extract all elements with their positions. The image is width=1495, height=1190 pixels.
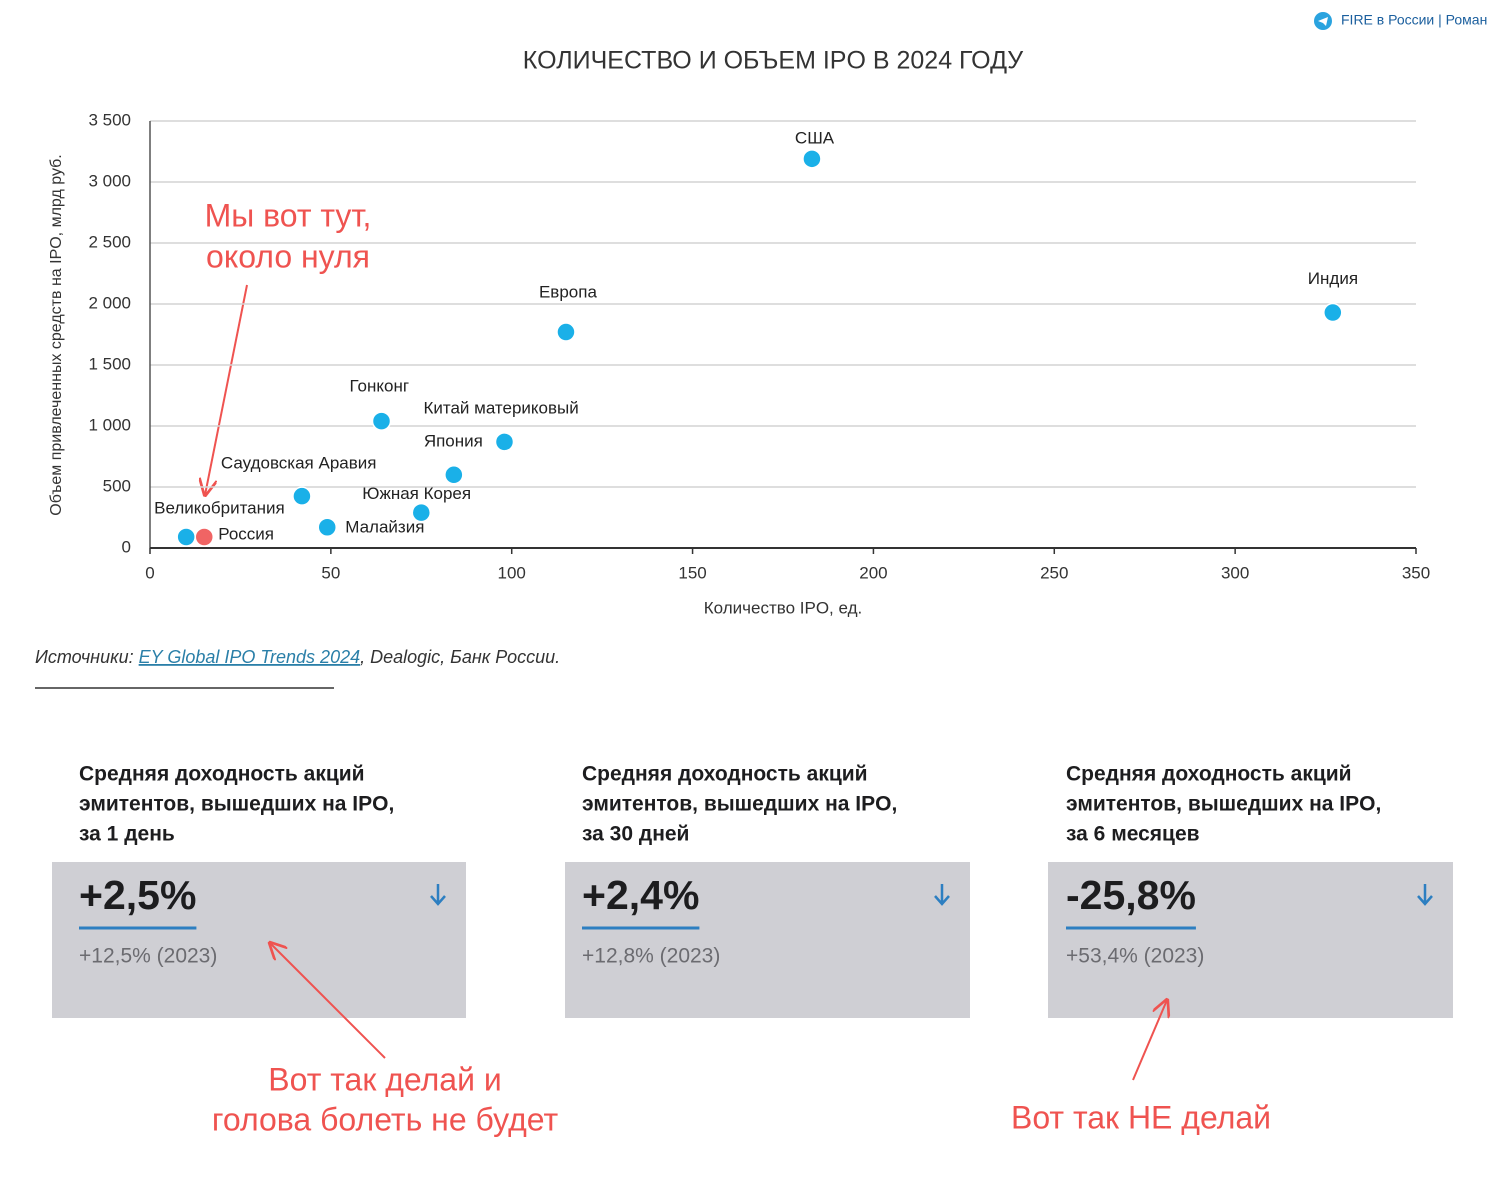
card-value: +2,5% [79,872,196,918]
card-title: за 1 день [79,823,175,846]
card-previous: +12,8% (2023) [582,945,720,968]
point [802,149,822,169]
point [556,322,576,342]
point [411,502,432,523]
annotation-text: Мы вот тут, [205,197,372,233]
y-tick-label: 500 [103,476,131,495]
y-tick-label: 2 500 [88,232,131,251]
y-tick-label: 3 500 [88,110,131,129]
x-tick-label: 100 [498,563,526,582]
x-tick-label: 50 [321,563,340,582]
point-label: Китай материковый [423,398,578,417]
annotation-text: около нуля [206,238,370,274]
card-title: эмитентов, вышедших на IPO, [79,793,394,816]
card-title: за 30 дней [582,823,689,846]
point [444,465,464,485]
source-prefix: Источники: [35,647,134,667]
y-tick-label: 1 000 [88,415,131,434]
point-label: Южная Корея [362,484,471,503]
card-title: Средняя доходность акций [582,763,868,786]
card-value: +2,4% [582,872,699,918]
point [194,527,215,547]
y-tick-label: 3 000 [88,171,131,190]
annotation-arrow [1132,1000,1167,1081]
point-label: Малайзия [345,518,424,537]
card-box [565,862,970,1018]
card-title: Средняя доходность акций [1066,763,1352,786]
point-label: США [795,128,835,147]
y-tick-label: 0 [122,537,131,556]
card-box [52,862,466,1018]
card-title: эмитентов, вышедших на IPO, [1066,793,1381,816]
toggle-arrow [934,884,950,906]
annotation-arrow [270,943,386,1059]
cards: Средняя доходность акций эмитентов, вышед… [52,763,1453,1018]
card-box [1048,862,1453,1018]
source-rest: , Dealogic, Банк России. [360,647,560,667]
x-tick-label: 150 [678,563,706,582]
y-tick-label: 2 000 [88,293,131,312]
point-label: Великобритания [154,499,285,518]
card-title: Средняя доходность акций [79,763,365,786]
point [371,411,392,431]
chart-title: КОЛИЧЕСТВО И ОБЪЕМ IPO В 2024 ГОДУ [523,47,1023,75]
card-value: -25,8% [1066,872,1196,918]
annotation-arrow [205,284,248,495]
x-tick-label: 300 [1221,563,1249,582]
point-label: Индия [1308,269,1358,288]
y-axis-title: Объем привлеченных средств на IPO, млрд … [48,154,65,515]
annotation-text: Вот так НЕ делай [1011,1099,1271,1135]
point-label: Япония [424,431,483,450]
point [494,432,515,452]
point-label: Гонконг [349,377,409,396]
toggle-arrow [430,884,446,906]
annotation-text: голова болеть не будет [212,1101,559,1137]
annotations: Мы вот тут, около нуля Вот так делай и голо… [205,197,1271,1137]
annotation-text: Вот так делай и [268,1061,501,1097]
telegram-plane [1318,17,1328,26]
x-tick-label: 250 [1040,563,1068,582]
x-tick-label: 350 [1402,563,1430,582]
source-note: Источники: EY Global IPO Trends 2024, De… [35,647,560,667]
toggle-arrow [1417,884,1433,906]
channel-name: FIRE в России | Роман [1341,12,1487,28]
source-link[interactable]: EY Global IPO Trends 2024 [139,647,360,667]
x-tick-label: 0 [145,563,154,582]
card-previous: +12,5% (2023) [79,945,217,968]
x-axis-title: Количество IPO, ед. [704,598,862,617]
point [176,527,196,547]
card-title: эмитентов, вышедших на IPO, [582,793,897,816]
point [317,517,337,538]
point-label: Россия [218,525,274,544]
point [1323,302,1343,323]
y-tick-label: 1 500 [88,354,131,373]
point-label: Европа [539,283,597,302]
point [292,486,312,506]
x-tick-label: 200 [859,563,887,582]
point-label: Саудовская Аравия [221,454,377,473]
card-previous: +53,4% (2023) [1066,945,1204,968]
card-title: за 6 месяцев [1066,823,1200,846]
